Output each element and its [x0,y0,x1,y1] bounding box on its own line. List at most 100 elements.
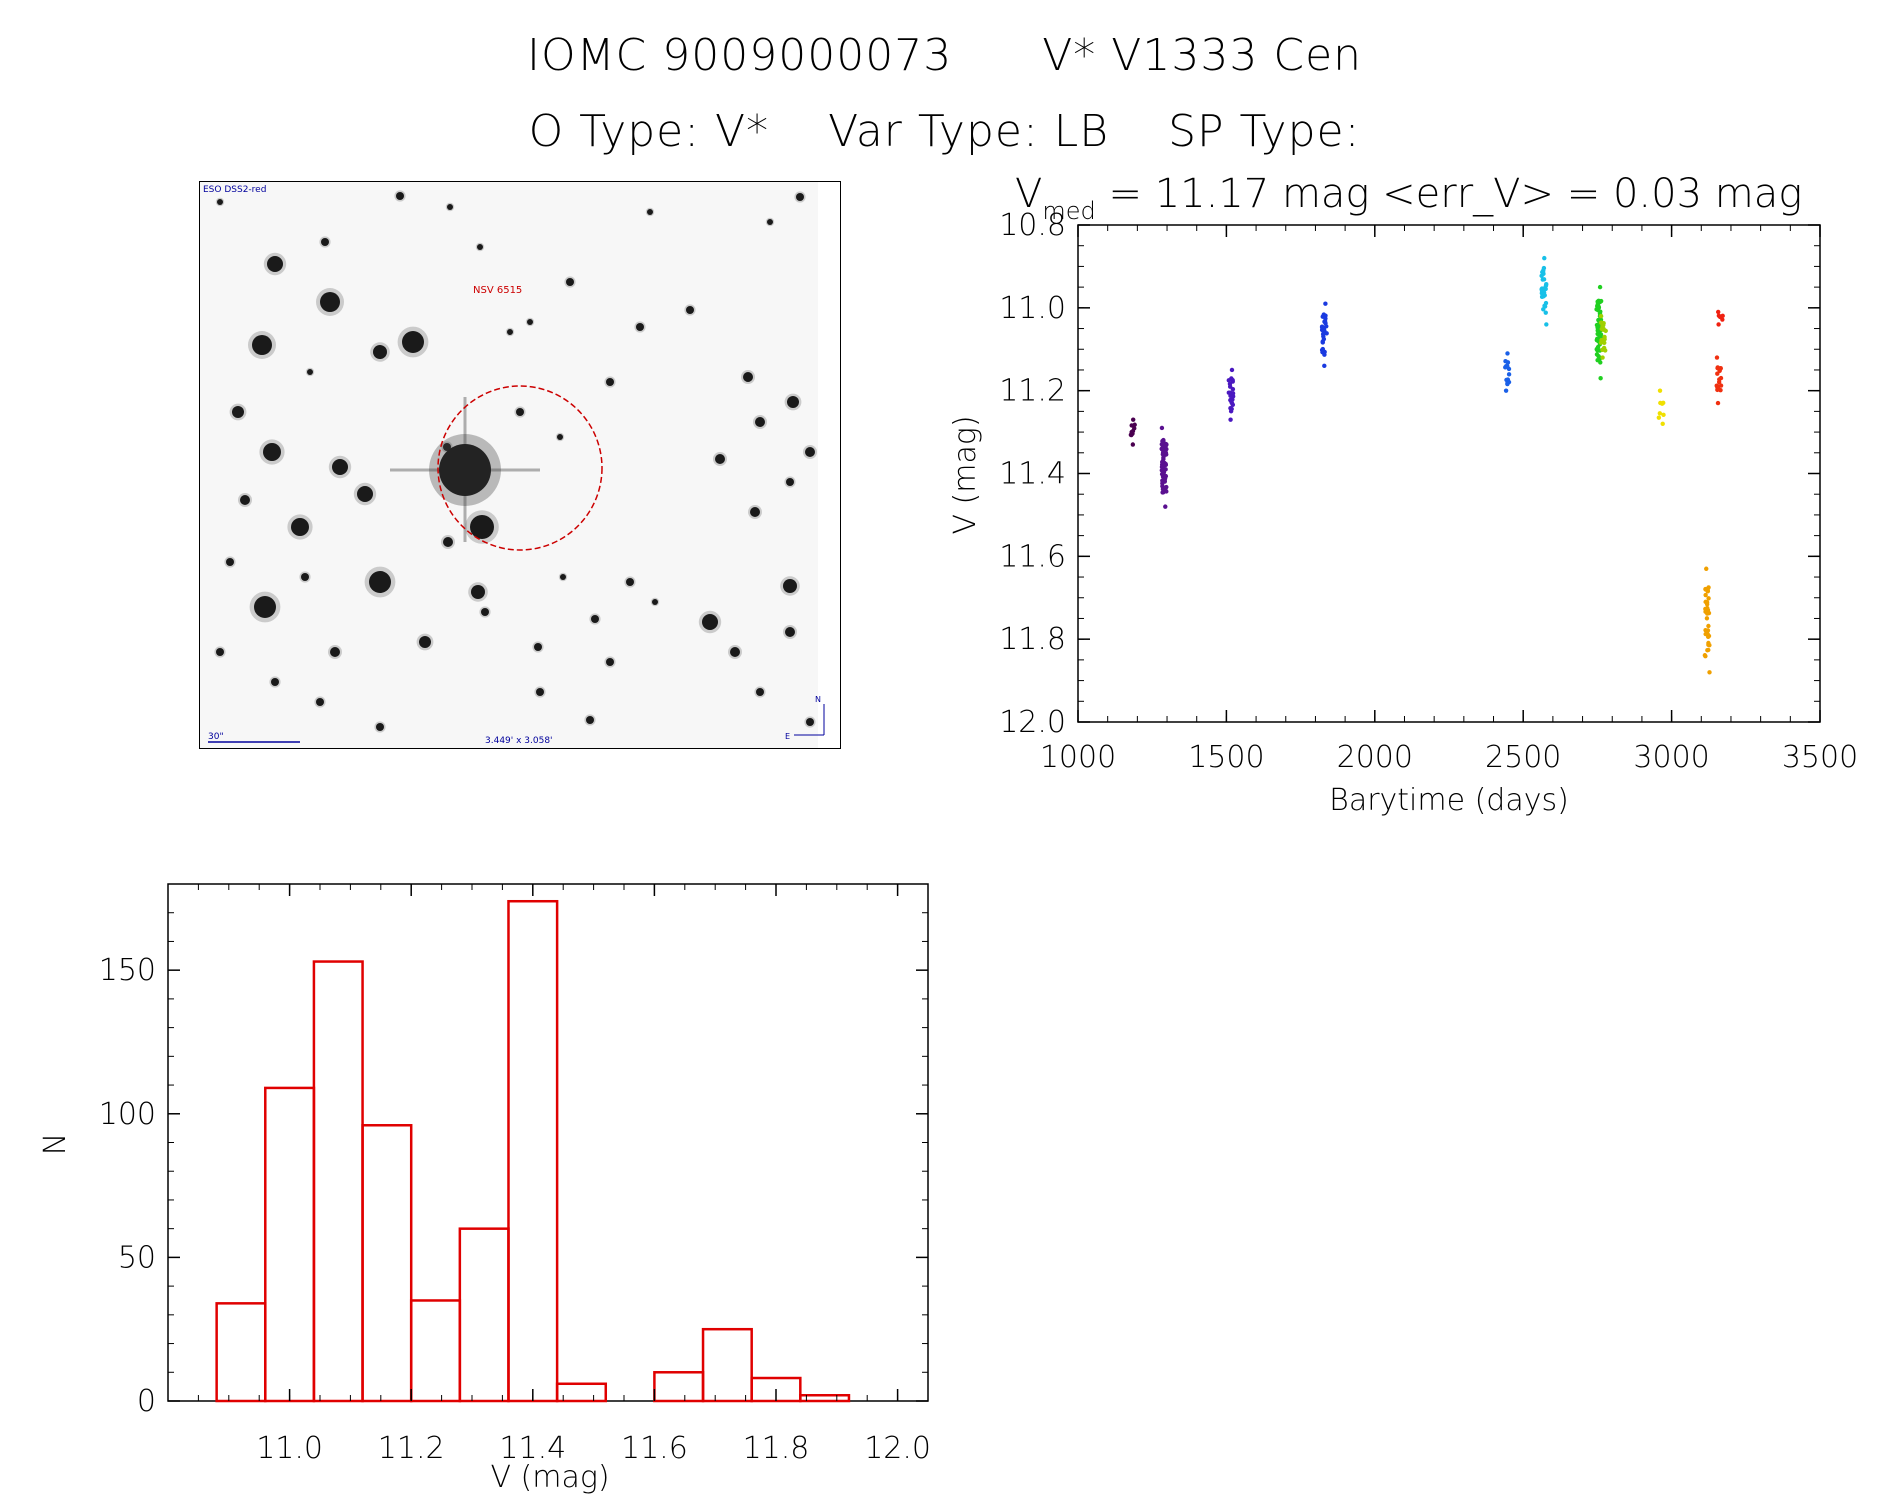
light-curve-point [1661,412,1666,418]
field-star [626,578,634,586]
light-curve-point [1718,383,1724,388]
field-star [652,599,658,605]
light-curve-frame [1077,224,1821,723]
histogram-bar [507,899,559,1403]
histogram-xtick-label: 11.6 [621,1431,688,1466]
light-curve-point [1505,377,1511,382]
svg-text:Vmed = 11.17 mag <err_V> = 0.0: Vmed = 11.17 mag <err_V> = 0.03 mag [1015,171,1802,225]
light-curve-point [1541,307,1546,312]
light-curve-point [1707,642,1712,648]
light-curve-point [1320,325,1326,331]
light-curve-point [1716,309,1721,315]
spectral-type: SP Type: [1168,106,1361,157]
field-star [481,608,489,616]
light-curve-point [1600,355,1605,360]
light-curve-point [1159,425,1165,431]
light-curve-point [1702,653,1708,658]
light-curve-point [1132,422,1137,427]
field-star [805,447,815,457]
light-curve-point [1505,351,1510,356]
field-star [507,329,513,335]
field-star [291,518,309,536]
light-curve-point [1542,285,1547,291]
histogram-bar [312,960,364,1403]
field-star [557,434,563,440]
variable-type: Var Type: LB [828,106,1110,157]
field-star [254,596,276,618]
light-curve-point [1230,379,1235,384]
light-curve-point [1705,634,1711,640]
east-label: E [785,732,790,741]
light-curve-point [1716,379,1722,385]
light-curve-point [1226,390,1232,395]
field-star [796,193,804,201]
light-curve-point [1707,670,1712,675]
light-curve-point [1320,340,1325,345]
field-star [560,574,566,580]
light-curve-point [1506,372,1512,377]
light-curve-point [1598,376,1603,381]
field-star [702,614,718,630]
light-curve-point [1163,473,1169,479]
light-curve-point [1716,322,1721,327]
light-curve-point [1163,504,1168,509]
light-curve-point [1715,371,1720,376]
field-star [786,478,794,486]
field-star [730,647,740,657]
light-curve-title-sub: med [1042,197,1095,225]
light-curve-point [1659,401,1665,406]
light-curve-point [1541,277,1547,282]
field-star [396,192,404,200]
field-star [267,256,283,272]
field-star [477,244,483,250]
light-curve-point [1706,596,1711,601]
field-star [301,573,309,581]
light-curve-chart: Vmed = 11.17 mag <err_V> = 0.03 mag 1000… [948,171,1858,818]
light-curve-point [1541,265,1547,271]
field-star [271,678,279,686]
light-curve-point [1704,566,1709,571]
light-curve-xtick-label: 1000 [1040,740,1116,775]
light-curve-ylabel: V (mag) [948,415,983,534]
light-curve-title-rest: = 11.17 mag <err_V> = 0.03 mag [1096,171,1802,217]
light-curve-xtick-label: 3000 [1633,740,1709,775]
target-marker-circle [437,385,603,551]
light-curve-point [1706,610,1712,616]
light-curve-ytick-label: 11.4 [999,457,1066,492]
light-curve-point [1540,269,1546,275]
light-curve-point [1228,397,1233,403]
light-curve-point [1715,365,1720,371]
field-star [447,204,453,210]
field-star [443,537,453,547]
light-curve-xtick-label: 2000 [1337,740,1413,775]
light-curve-ytick-label: 11.8 [999,622,1066,657]
sky-image: ESO DSS2-red NSV 6515 30" 3.449' x 3.058… [199,181,841,749]
histogram-ytick-label: 50 [118,1240,156,1275]
light-curve-point [1228,409,1234,414]
light-curve-point [1603,348,1608,353]
light-curve-point [1505,381,1510,387]
field-star [263,443,281,461]
field-star [755,417,765,427]
histogram-chart: 11.0 11.2 11.4 11.6 11.8 12.0 0 50 100 150 V (mag… [38,883,931,1494]
light-curve-xtick-label: 3500 [1782,740,1858,775]
histogram-bar [409,1299,462,1403]
light-curve-point [1598,313,1604,319]
field-star [591,615,599,623]
field-star [252,335,272,355]
light-curve-point [1161,463,1166,469]
histogram-xtick-label: 11.0 [256,1431,323,1466]
field-star [606,378,614,386]
light-curve-xlabel: Barytime (days) [1329,783,1569,818]
light-curve-point [1703,592,1708,598]
histogram-xtick-label: 11.8 [743,1431,810,1466]
light-curve-point [1160,459,1165,465]
light-curve-point [1505,363,1510,369]
light-curve-point [1159,446,1164,452]
histogram-xtick-label: 12.0 [864,1431,931,1466]
light-curve-title: Vmed = 11.17 mag <err_V> = 0.03 mag [1015,171,1802,225]
field-star [756,688,764,696]
light-curve-point [1600,339,1605,345]
light-curve-point [1319,347,1325,353]
light-curve-point [1132,426,1137,431]
